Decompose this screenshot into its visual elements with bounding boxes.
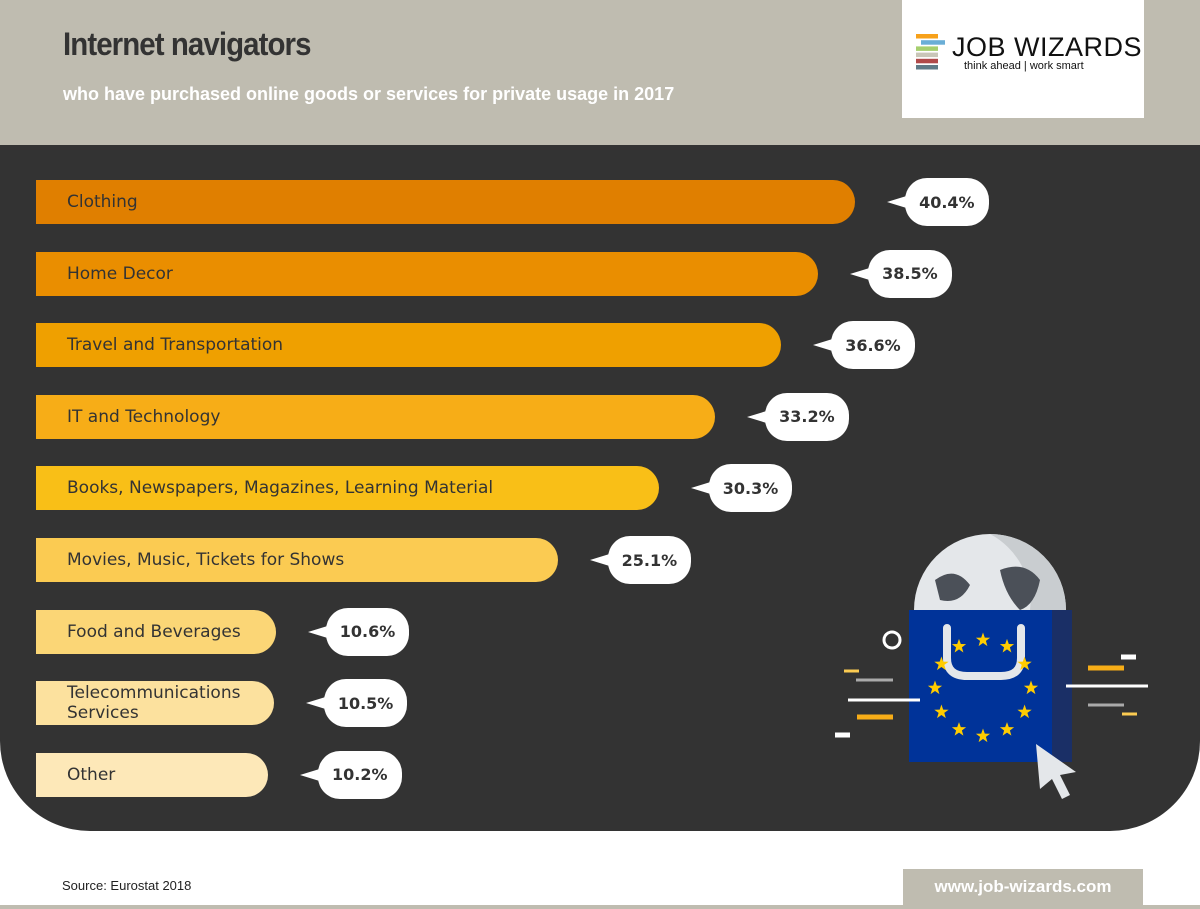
logo-name: JOB WIZARDS xyxy=(952,32,1143,62)
bar-category-label: Food and Beverages xyxy=(67,621,241,642)
bar-category-label: Home Decor xyxy=(67,263,173,284)
bar: Travel and Transportation xyxy=(36,323,782,368)
bar-category-label: Telecommunications Services xyxy=(67,683,241,724)
star-icon xyxy=(1017,704,1032,719)
star-icon xyxy=(951,722,967,736)
star-icon xyxy=(927,680,943,695)
cursor-icon xyxy=(1036,744,1076,799)
bar-value-label: 10.2% xyxy=(300,750,402,799)
bar: Home Decor xyxy=(36,251,819,296)
globe-icon xyxy=(914,534,1066,610)
logo-stripe xyxy=(916,34,938,39)
bar: Food and Beverages xyxy=(36,609,276,654)
chart-subtitle: who have purchased online goods or servi… xyxy=(63,84,675,104)
logo-stripe xyxy=(921,40,945,45)
website-link[interactable]: www.job-wizards.com xyxy=(903,869,1143,905)
star-icon xyxy=(975,728,991,743)
header: Internet navigators who have purchased o… xyxy=(0,0,1200,145)
star-icon xyxy=(975,632,991,647)
bar-value-label: 33.2% xyxy=(747,392,849,441)
bar-category-label: Books, Newspapers, Magazines, Learning M… xyxy=(67,478,494,499)
bar-value-label: 10.6% xyxy=(307,607,410,656)
bar: Other xyxy=(36,752,268,797)
bar-value-label: 38.5% xyxy=(850,249,952,298)
eu-stars-icon xyxy=(927,632,1039,743)
star-icon xyxy=(1017,656,1032,671)
logo-stripe xyxy=(916,58,938,64)
logo: JOB WIZARDS think ahead | work smart xyxy=(902,0,1144,118)
bar: Clothing xyxy=(36,180,856,224)
star-icon xyxy=(1023,680,1039,695)
logo-tagline: think ahead | work smart xyxy=(964,60,1084,72)
bar-category-label: IT and Technology xyxy=(67,406,221,427)
chart-title: Internet navigators xyxy=(63,26,311,62)
bar: Books, Newspapers, Magazines, Learning M… xyxy=(36,466,659,511)
bar: Movies, Music, Tickets for Shows xyxy=(36,538,558,582)
logo-stripe xyxy=(916,52,938,58)
bar-value-label: 25.1% xyxy=(589,536,692,584)
bar-value-label: 40.4% xyxy=(887,178,989,226)
star-icon xyxy=(934,704,949,719)
bar-category-label: Clothing xyxy=(67,192,138,212)
star-icon xyxy=(951,638,967,653)
logo-stripe xyxy=(916,46,938,51)
bar-value-label: 30.3% xyxy=(690,464,793,513)
eu-shopping-illustration xyxy=(835,534,1148,799)
logo-stripes-icon xyxy=(916,34,945,70)
bar: IT and Technology xyxy=(36,394,716,439)
source-note: Source: Eurostat 2018 xyxy=(62,878,192,893)
bar-value-label: 36.6% xyxy=(813,321,915,370)
star-icon xyxy=(934,656,949,671)
bar: Telecommunications Services xyxy=(36,681,274,726)
bar-category-label: Movies, Music, Tickets for Shows xyxy=(67,550,345,570)
star-icon xyxy=(999,722,1015,736)
bar-value-label: 10.5% xyxy=(305,679,408,728)
bar-category-label: Other xyxy=(67,764,116,785)
bar-category-label: Travel and Transportation xyxy=(67,335,284,356)
logo-stripe xyxy=(916,65,938,70)
star-icon xyxy=(999,638,1015,653)
bottom-strip xyxy=(0,905,1200,909)
